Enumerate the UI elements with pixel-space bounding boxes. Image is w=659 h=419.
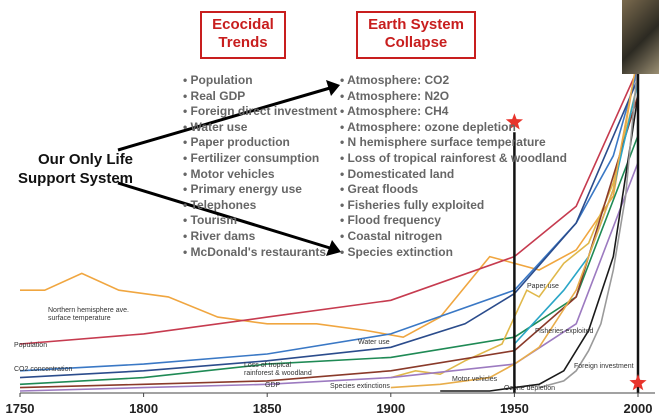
collapse-item: Great floods xyxy=(340,182,567,198)
series-label-population: Population xyxy=(14,342,47,349)
x-tick-label: 1950 xyxy=(500,401,529,416)
collapse-item: Coastal nitrogen xyxy=(340,229,567,245)
series-layer xyxy=(19,54,639,392)
series-label-co2-concentration: CO2 concentration xyxy=(14,366,72,373)
x-tick-label: 1800 xyxy=(129,401,158,416)
series-label-paper-use: Paper use xyxy=(527,283,559,290)
collapse-item: Fisheries fully exploited xyxy=(340,198,567,214)
trend-item: McDonald's restaurants xyxy=(183,245,337,261)
collapse-item: Atmosphere: CH4 xyxy=(340,104,567,120)
series-line-paper-use xyxy=(390,81,639,379)
ecocidal-trends-header: Ecocidal Trends xyxy=(200,11,286,59)
collapse-item: Species extinction xyxy=(340,245,567,261)
trend-item: Foreign direct investment xyxy=(183,104,338,120)
series-label-layer: Northern hemisphere ave. surface temperat… xyxy=(14,283,634,392)
star-marker-2000 xyxy=(629,374,647,391)
series-label-gdp: GDP xyxy=(265,382,281,389)
trend-item: Paper production xyxy=(183,135,337,151)
series-label-ozone-depletion: Ozone depletion xyxy=(504,385,555,392)
series-line-motor-vehicles xyxy=(390,54,639,389)
trend-item: Water use xyxy=(183,120,337,136)
collapse-item: N hemisphere surface temperature xyxy=(340,135,567,151)
life-support-callout: Our Only Life Support System xyxy=(18,151,134,187)
series-line-fisheries-exploited xyxy=(513,81,639,345)
trend-item: Telephones xyxy=(183,198,337,214)
collapse-item: Domesticated land xyxy=(340,167,567,183)
trend-item: Population xyxy=(183,73,337,89)
trend-item: Primary energy use xyxy=(183,182,337,198)
x-tick-label: 1750 xyxy=(6,401,35,416)
ecocidal-trends-list: PopulationReal GDPForeign direct investm… xyxy=(183,73,338,261)
speaker-video-thumbnail xyxy=(622,0,659,74)
trend-item: Real GDP xyxy=(183,89,337,105)
series-line-ozone-depletion xyxy=(440,95,639,392)
collapse-item: Atmosphere: ozone depletion xyxy=(340,120,567,136)
trend-item: Fertilizer consumption xyxy=(183,151,337,167)
collapse-item: Loss of tropical rainforest & woodland xyxy=(340,151,567,167)
trend-item: River dams xyxy=(183,229,337,245)
series-label-loss-of-tropical-rainforest-woodland: Loss of tropical rainforest & woodland xyxy=(244,362,312,377)
collapse-item: Atmosphere: N2O xyxy=(340,89,567,105)
x-tick-label: 1900 xyxy=(376,401,405,416)
series-label-northern-hemisphere-ave-surface-temperature: Northern hemisphere ave. surface temperat… xyxy=(48,307,129,322)
series-line-gdp xyxy=(19,95,639,389)
series-label-fisheries-exploited: Fisheries exploited xyxy=(535,328,593,335)
trend-item: Tourism xyxy=(183,213,337,229)
series-label-motor-vehicles: Motor vehicles xyxy=(452,376,498,383)
x-axis: 1750 1800 1850 1900 1950 2000 xyxy=(6,392,655,416)
x-tick-label: 1850 xyxy=(253,401,282,416)
trend-item: Motor vehicles xyxy=(183,167,337,183)
series-line-species-extinctions xyxy=(19,162,639,392)
series-line-co2-concentration xyxy=(19,68,639,372)
collapse-item: Flood frequency xyxy=(340,213,567,229)
earth-system-collapse-header: Earth System Collapse xyxy=(356,11,476,59)
series-line-foreign-investment xyxy=(538,61,639,389)
series-label-foreign-investment: Foreign investment xyxy=(574,363,634,370)
earth-system-collapse-list: Atmosphere: CO2Atmosphere: N2OAtmosphere… xyxy=(340,73,567,260)
x-tick-label: 2000 xyxy=(624,401,653,416)
collapse-item: Atmosphere: CO2 xyxy=(340,73,567,89)
series-line-population xyxy=(19,68,639,345)
series-label-species-extinctions: Species extinctions xyxy=(330,383,390,390)
series-label-water-use: Water use xyxy=(358,339,390,346)
